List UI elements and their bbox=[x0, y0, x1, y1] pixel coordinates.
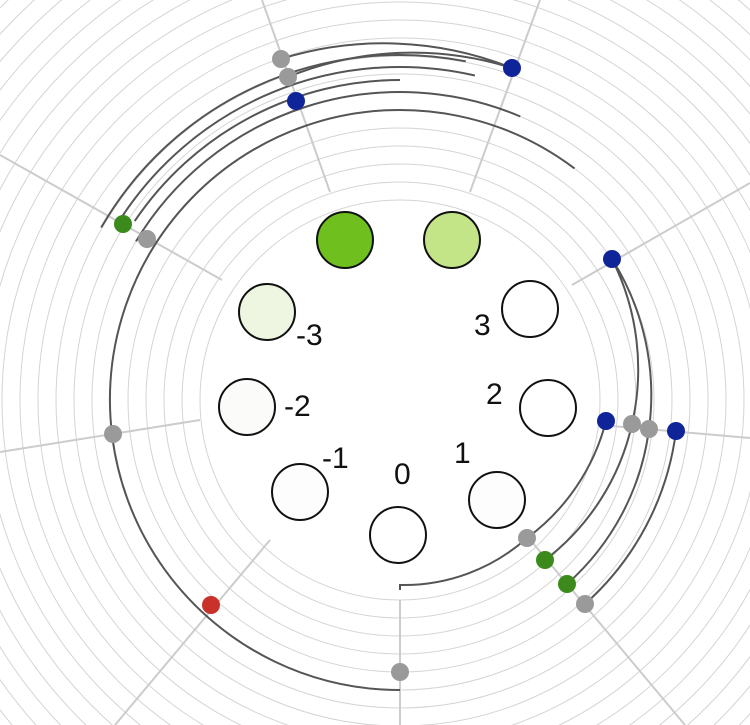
track-arc bbox=[566, 428, 650, 585]
position-node bbox=[316, 211, 374, 269]
track-arc bbox=[135, 91, 521, 242]
radial-spoke bbox=[531, 541, 686, 725]
grid-ring bbox=[19, 19, 750, 725]
position-label-0: 0 bbox=[394, 458, 411, 491]
track-marker-dot bbox=[640, 420, 658, 438]
track-marker-dot bbox=[623, 415, 641, 433]
position-node bbox=[271, 463, 329, 521]
track-marker-dot bbox=[536, 551, 554, 569]
track-arc bbox=[133, 79, 401, 222]
track-marker-dot bbox=[202, 596, 220, 614]
grid-ring bbox=[55, 55, 745, 725]
track-marker-dot bbox=[518, 529, 536, 547]
track-arc bbox=[100, 54, 466, 229]
radial-spoke bbox=[0, 154, 223, 281]
track-arc bbox=[287, 51, 513, 78]
track-marker-dot bbox=[272, 50, 290, 68]
position-node bbox=[468, 471, 526, 529]
track-marker-dot bbox=[558, 575, 576, 593]
arc-tracks bbox=[100, 42, 677, 691]
position-node bbox=[369, 506, 427, 564]
track-marker-dot bbox=[603, 250, 621, 268]
track-markers bbox=[104, 50, 685, 681]
track-marker-dot bbox=[576, 595, 594, 613]
track-marker-dot bbox=[104, 425, 122, 443]
track-arc bbox=[399, 537, 528, 590]
track-arc bbox=[116, 65, 476, 225]
track-arc bbox=[611, 258, 653, 430]
position-label-minus-1: -1 bbox=[322, 442, 349, 475]
track-arc bbox=[584, 430, 677, 605]
position-label-minus-3: -3 bbox=[296, 319, 323, 352]
position-nodes bbox=[218, 211, 577, 564]
track-marker-dot bbox=[503, 59, 521, 77]
track-marker-dot bbox=[287, 92, 305, 110]
radial-spoke bbox=[0, 419, 201, 453]
track-marker-dot bbox=[138, 230, 156, 248]
track-marker-dot bbox=[114, 215, 132, 233]
track-arc bbox=[611, 258, 640, 425]
track-marker-dot bbox=[279, 68, 297, 86]
grid-ring bbox=[73, 73, 727, 725]
track-arc bbox=[526, 420, 607, 539]
track-marker-dot bbox=[597, 412, 615, 430]
track-marker-dot bbox=[667, 422, 685, 440]
position-node bbox=[238, 283, 296, 341]
track-arc bbox=[544, 423, 633, 561]
position-node bbox=[519, 379, 577, 437]
radial-spoke bbox=[571, 182, 750, 286]
position-label-minus-2: -2 bbox=[284, 390, 311, 423]
position-node bbox=[423, 211, 481, 269]
position-label-3: 3 bbox=[474, 309, 491, 342]
track-marker-dot bbox=[391, 663, 409, 681]
position-label-2: 2 bbox=[486, 378, 503, 411]
position-label-1: 1 bbox=[454, 437, 471, 470]
position-node bbox=[218, 378, 276, 436]
track-arc bbox=[280, 42, 513, 69]
radial-spoke bbox=[114, 539, 271, 725]
position-node bbox=[501, 280, 559, 338]
grid-ring bbox=[37, 37, 750, 725]
radial-spoke bbox=[469, 0, 541, 193]
track-arc bbox=[109, 109, 576, 691]
grid-ring bbox=[127, 127, 673, 673]
